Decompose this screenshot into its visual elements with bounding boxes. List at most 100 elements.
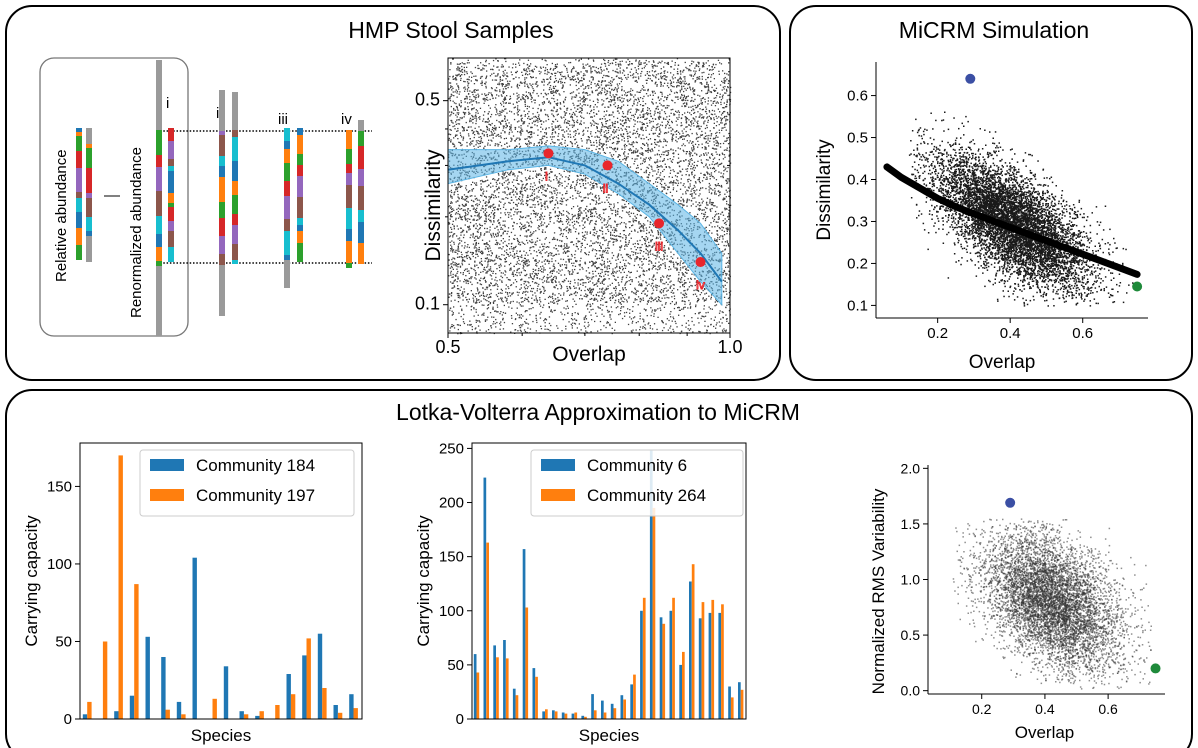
schematic-bar-segment [232,244,238,260]
hmp-data-point [725,245,727,247]
hmp-data-point [565,308,567,310]
hmp-data-point [572,91,575,93]
hmp-data-point [708,202,711,204]
hmp-data-point [452,58,454,60]
hmp-data-point [490,219,492,222]
hmp-data-point [467,213,469,216]
hmp-data-point [540,325,542,327]
hmp-data-point [726,78,728,80]
hmp-data-point [695,216,697,218]
hmp-data-point [726,233,728,235]
hmp-data-point [480,136,482,138]
hmp-data-point [526,235,528,237]
hmp-data-point [676,326,678,328]
hmp-data-point [659,102,661,104]
hmp-data-point [697,317,699,319]
hmp-data-point [656,159,659,161]
hmp-data-point [520,134,522,136]
hmp-data-point [586,142,588,144]
hmp-data-point [498,178,500,180]
hmp-data-point [682,308,685,310]
hmp-data-point [684,296,686,298]
hmp-data-point [452,91,454,93]
hmp-data-point [604,301,607,303]
hmp-data-point [496,111,498,113]
hmp-data-point [452,249,454,252]
hmp-data-point [640,283,643,285]
hmp-data-point [482,192,484,194]
hmp-data-point [636,270,638,272]
hmp-data-point [487,244,489,246]
hmp-data-point [530,63,532,65]
hmp-data-point [555,284,558,286]
hmp-data-point [466,145,468,147]
hmp-data-point [572,322,574,324]
hmp-data-point [701,75,703,78]
hmp-data-point [531,101,533,103]
hmp-data-point [728,292,731,294]
hmp-data-point [620,293,622,295]
hmp-data-point [566,185,568,187]
hmp-data-point [527,323,530,325]
hmp-data-point [684,61,686,64]
hmp-data-point [494,243,497,245]
hmp-data-point [515,318,517,320]
hmp-data-point [557,113,559,115]
hmp-data-point [597,84,600,86]
hmp-data-point [531,126,533,129]
hmp-data-point [717,213,720,215]
hmp-data-point [555,244,557,247]
hmp-data-point [543,260,545,262]
hmp-data-point [516,112,518,114]
hmp-data-point [608,64,610,66]
hmp-data-point [564,120,566,122]
hmp-data-point [567,280,570,282]
hmp-data-point [488,111,490,113]
hmp-data-point [538,179,541,181]
hmp-data-point [624,143,626,146]
hmp-data-point [490,186,492,188]
hmp-data-point [629,221,631,223]
hmp-data-point [607,265,609,267]
hmp-data-point [514,175,516,177]
hmp-data-point [483,134,485,136]
hmp-data-point [470,80,472,82]
hmp-data-point [652,67,654,69]
hmp-data-point [461,308,463,310]
hmp-data-point [532,92,534,94]
hmp-data-point [637,281,640,283]
hmp-data-point [625,77,627,79]
hmp-data-point [657,171,659,173]
hmp-data-point [504,120,507,122]
hmp-data-point [551,260,553,263]
hmp-data-point [697,111,699,113]
hmp-data-point [575,59,577,61]
hmp-data-point [519,241,521,244]
hmp-data-point [449,281,452,283]
hmp-data-point [624,116,626,118]
hmp-data-point [504,265,506,267]
hmp-data-point [561,185,563,187]
hmp-data-point [690,284,692,287]
hmp-data-point [629,257,631,259]
hmp-data-point [709,130,711,132]
hmp-data-point [649,325,651,327]
hmp-data-point [690,114,692,116]
hmp-data-point [597,306,599,308]
hmp-data-point [725,167,727,169]
hmp-data-point [457,66,459,68]
roman-label-i: i [166,95,169,112]
hmp-data-point [622,111,624,113]
hmp-data-point [557,327,559,329]
schematic-bar-segment [297,231,303,243]
hmp-data-point [657,233,660,236]
hmp-data-point [555,118,557,121]
hmp-data-point [601,256,603,259]
schematic-bar-segment [297,225,303,231]
hmp-data-point [509,174,511,176]
hmp-data-point [488,104,490,107]
hmp-data-point [488,254,490,256]
hmp-data-point [592,248,594,250]
hmp-data-point [485,231,487,233]
hmp-data-point [635,322,637,324]
